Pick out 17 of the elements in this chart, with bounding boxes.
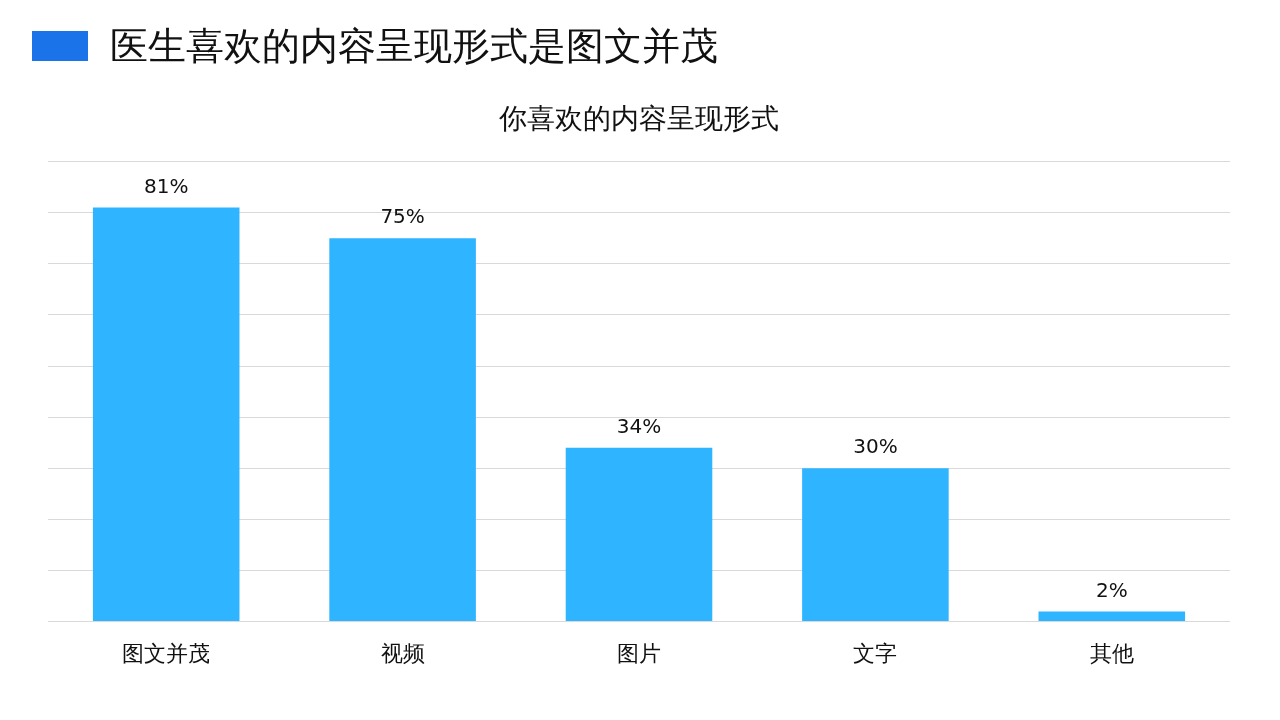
data-label: 81%	[143, 173, 189, 198]
bar	[802, 468, 949, 622]
data-label: 34%	[616, 414, 662, 439]
chart-subtitle: 你喜欢的内容呈现形式	[498, 102, 779, 136]
bar	[92, 207, 240, 622]
x-tick-label: 图片	[617, 640, 661, 666]
x-tick-label: 视频	[380, 640, 425, 666]
data-label: 30%	[853, 434, 898, 459]
x-tick-label: 文字	[853, 640, 898, 666]
bar	[329, 238, 476, 622]
bar	[565, 447, 713, 622]
x-tick-label: 图文并茂	[122, 640, 211, 666]
chart-title: 医生喜欢的内容呈现形式是图文并茂	[110, 22, 718, 70]
data-label: 75%	[380, 204, 425, 229]
bar	[1038, 611, 1186, 622]
data-label: 2%	[1095, 577, 1128, 602]
x-tick-label: 其他	[1089, 640, 1134, 666]
